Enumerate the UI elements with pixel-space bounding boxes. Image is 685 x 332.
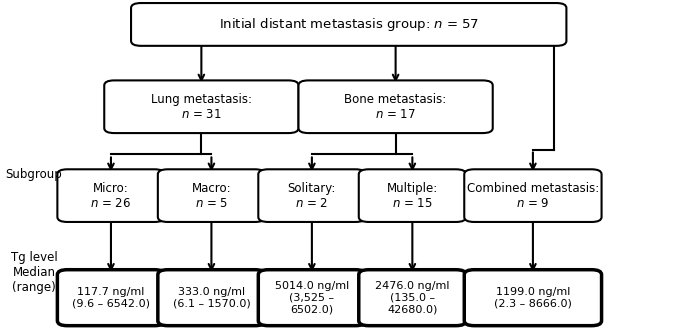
- Text: Subgroup: Subgroup: [5, 168, 62, 181]
- FancyBboxPatch shape: [104, 80, 299, 133]
- Text: Combined metastasis:
$n$ = 9: Combined metastasis: $n$ = 9: [466, 182, 599, 209]
- FancyBboxPatch shape: [359, 270, 466, 326]
- FancyBboxPatch shape: [464, 169, 601, 222]
- FancyBboxPatch shape: [359, 169, 466, 222]
- Text: Multiple:
$n$ = 15: Multiple: $n$ = 15: [387, 182, 438, 209]
- Text: Initial distant metastasis group: $n$ = 57: Initial distant metastasis group: $n$ = …: [219, 16, 478, 33]
- FancyBboxPatch shape: [299, 80, 493, 133]
- Text: 2476.0 ng/ml
(135.0 –
42680.0): 2476.0 ng/ml (135.0 – 42680.0): [375, 281, 449, 314]
- Text: 5014.0 ng/ml
(3,525 –
6502.0): 5014.0 ng/ml (3,525 – 6502.0): [275, 281, 349, 314]
- FancyBboxPatch shape: [58, 270, 164, 326]
- Text: Bone metastasis:
$n$ = 17: Bone metastasis: $n$ = 17: [345, 93, 447, 121]
- Text: Lung metastasis:
$n$ = 31: Lung metastasis: $n$ = 31: [151, 93, 252, 121]
- FancyBboxPatch shape: [258, 270, 366, 326]
- FancyBboxPatch shape: [58, 169, 164, 222]
- Text: Tg level
Median
(range): Tg level Median (range): [10, 252, 58, 294]
- Text: 117.7 ng/ml
(9.6 – 6542.0): 117.7 ng/ml (9.6 – 6542.0): [72, 287, 150, 308]
- FancyBboxPatch shape: [131, 3, 566, 46]
- FancyBboxPatch shape: [464, 270, 601, 326]
- Text: Macro:
$n$ = 5: Macro: $n$ = 5: [192, 182, 232, 209]
- FancyBboxPatch shape: [158, 270, 265, 326]
- FancyBboxPatch shape: [258, 169, 366, 222]
- Text: 333.0 ng/ml
(6.1 – 1570.0): 333.0 ng/ml (6.1 – 1570.0): [173, 287, 250, 308]
- Text: Solitary:
$n$ = 2: Solitary: $n$ = 2: [288, 182, 336, 209]
- Text: 1199.0 ng/ml
(2.3 – 8666.0): 1199.0 ng/ml (2.3 – 8666.0): [494, 287, 572, 308]
- Text: Micro:
$n$ = 26: Micro: $n$ = 26: [90, 182, 132, 209]
- FancyBboxPatch shape: [158, 169, 265, 222]
